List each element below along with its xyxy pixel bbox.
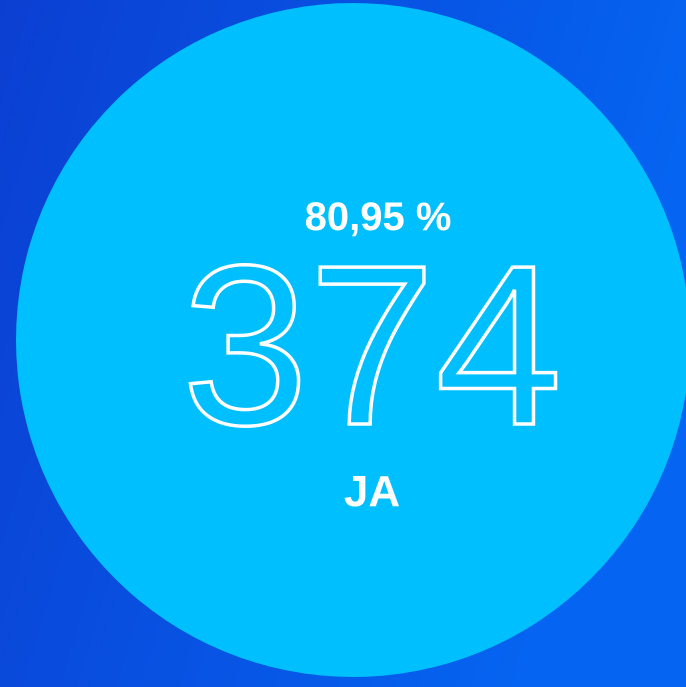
answer-label: JA [344, 467, 400, 516]
result-circle [16, 3, 686, 677]
percentage: 80,95 % [305, 195, 452, 239]
vote-count: 374 [182, 219, 562, 473]
